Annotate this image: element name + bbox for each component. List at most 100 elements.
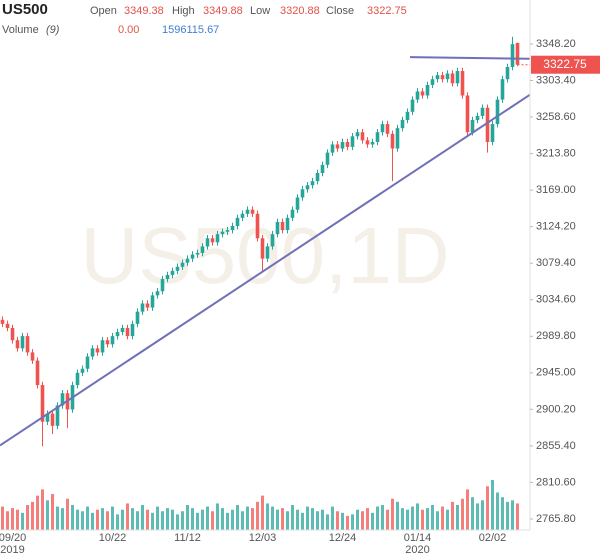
candle-body [180,262,185,267]
candle-body [440,75,445,80]
candle-body [300,189,305,198]
candle-body [245,209,250,214]
volume-bar [31,501,34,530]
volume-bar [56,506,59,530]
candle-body [105,340,110,345]
volume-bar [476,503,479,530]
x-tick-label: 11/12 [174,532,201,544]
volume-period: (9) [46,24,60,36]
volume-label: Volume [2,24,39,36]
volume-bar [16,509,19,530]
candle-body [425,84,430,96]
volume-bar [186,505,189,530]
volume-bar [201,509,204,530]
y-tick-label: 3034.60 [536,294,576,306]
candle-body [405,111,410,120]
candle-body [250,209,255,214]
volume-bar [316,511,319,530]
volume-bar [506,501,509,530]
candle-body [510,44,515,67]
volume-bar [466,489,469,530]
volume-bar [291,505,294,530]
volume-bar [346,515,349,530]
candle-body [195,252,200,255]
candle-body [395,128,400,149]
volume-ma: 1596115.67 [162,24,219,36]
candle-body [255,213,260,239]
volume-bar [241,511,244,530]
candle-body [140,303,145,312]
chart-title: US500 [2,1,48,18]
candle-body [35,360,40,386]
candle-body [75,372,80,386]
candle-body [345,142,350,147]
volume-bar [461,498,464,530]
candle-body [370,142,375,145]
volume-bar [71,505,74,530]
candle-body [515,43,520,65]
volume-bar [416,503,419,530]
candle-body [135,311,140,324]
volume-bar [141,505,144,530]
volume-bar [486,486,489,530]
candle-body [480,107,485,116]
candle-body [0,319,5,324]
volume-bar [446,509,449,530]
candle-body [485,107,490,143]
candle-body [260,238,265,259]
volume-bar [116,514,119,530]
volume-bar [111,506,114,530]
candle-body [380,124,385,133]
volume-bar [421,509,424,530]
candle-body [205,238,210,247]
candle-body [210,238,215,243]
volume-bar [206,506,209,530]
volume-bar [101,508,104,530]
y-tick-label: 3079.40 [536,257,576,269]
candle-body [120,327,125,333]
plot-area [0,36,531,530]
volume-bar [451,501,454,530]
candle-body [330,144,335,153]
y-tick-label: 2765.80 [536,513,576,525]
candle-body [490,124,495,143]
candle-body [305,185,310,190]
candle-body [415,91,420,100]
volume-bar [161,511,164,530]
volume-bar [51,494,54,530]
candle-body [170,270,175,275]
candle-body [505,66,510,80]
y-tick-label: 3124.20 [536,221,576,233]
candle-body [355,132,360,137]
volume-bar [371,512,374,530]
volume-bar [301,512,304,530]
volume-bar [471,497,474,530]
volume-bar [181,511,184,530]
volume-bar [256,501,259,530]
candle-body [265,246,270,259]
volume-bar [131,508,134,530]
last-price-label: 3322.75 [543,57,587,71]
candle-body [385,124,390,134]
volume-value: 0.00 [118,24,139,36]
volume-bar [456,505,459,530]
volume-bar [481,500,484,530]
volume-bar [296,509,299,530]
candle-body [20,336,25,349]
volume-bar [376,506,379,530]
volume-bar [121,509,124,530]
volume-bar [176,514,179,530]
y-tick-label: 3303.40 [536,74,576,86]
candle-body [460,71,465,96]
close-value: 3322.75 [367,5,407,17]
volume-bar [356,509,359,530]
candle-body [310,181,315,186]
x-tick-label: 12/03 [249,532,277,544]
candle-body [10,327,15,341]
watermark: US500,1D [80,211,449,300]
volume-bar [441,506,444,530]
volume-bar [411,506,414,530]
volume-bar [76,509,79,530]
volume-bar [336,511,339,530]
volume-bar [126,503,129,530]
